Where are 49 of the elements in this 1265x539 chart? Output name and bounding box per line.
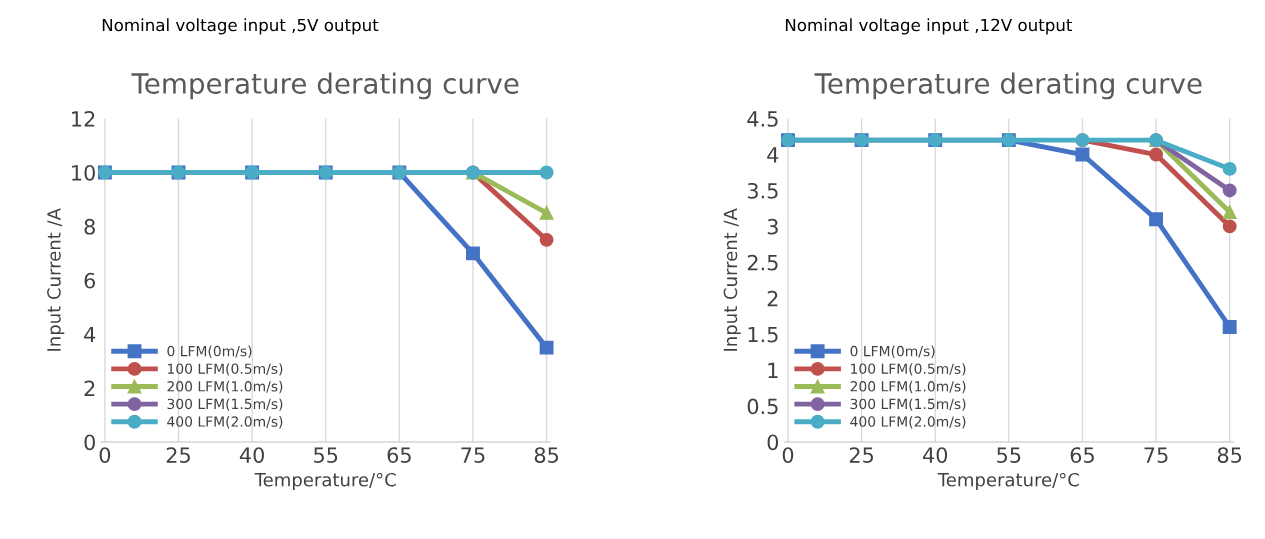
legend-label: 400 LFM(2.0m/s) <box>167 416 283 429</box>
legend-label: 400 LFM(2.0m/s) <box>850 416 966 429</box>
x-tick-label: 40 <box>922 447 948 463</box>
y-tick-label: 12 <box>72 111 95 127</box>
x-tick-label: 55 <box>997 447 1021 463</box>
x-tick-label: 65 <box>387 447 411 463</box>
legend-label: 100 LFM(0.5m/s) <box>851 363 966 376</box>
legend-label: 200 LFM(1.0m/s) <box>167 380 283 394</box>
y-tick-label: 8 <box>84 218 95 235</box>
y-tick-label: 2 <box>84 380 95 396</box>
x-tick-label: 25 <box>849 447 874 463</box>
x-tick-label: 25 <box>166 447 190 463</box>
y-tick-label: 0 <box>767 434 779 451</box>
y-tick-label: 3 <box>767 218 778 235</box>
legend-label: 300 LFM(1.5m/s) <box>167 398 283 411</box>
chart-title: Temperature derating curve <box>131 72 519 100</box>
y-axis-title: Input Current /A <box>723 208 741 351</box>
x-tick-label: 0 <box>99 447 111 463</box>
x-axis-title: Temperature/°C <box>937 472 1079 491</box>
x-tick-label: 75 <box>461 447 485 463</box>
y-tick-label: 10 <box>72 164 95 181</box>
y-tick-label: 2 <box>767 290 778 307</box>
x-axis-title: Temperature/°C <box>254 472 396 491</box>
y-tick-label: 2.5 <box>747 254 778 271</box>
x-tick-label: 55 <box>314 447 338 463</box>
y-tick-label: 1 <box>768 362 778 379</box>
x-tick-label: 40 <box>239 447 264 463</box>
x-tick-label: 0 <box>782 447 794 463</box>
chart-subtitle: Nominal voltage input ,12V output <box>785 18 1073 35</box>
y-tick-label: 3.5 <box>747 182 778 199</box>
legend-label: 100 LFM(0.5m/s) <box>168 363 283 376</box>
x-tick-label: 85 <box>534 447 559 463</box>
y-axis-title: Input Current /A <box>47 208 65 351</box>
y-tick-label: 0 <box>84 434 95 451</box>
legend-label: 0 LFM(0m/s) <box>167 345 252 358</box>
y-tick-label: 1.5 <box>748 326 778 343</box>
y-tick-label: 0.5 <box>747 398 778 415</box>
x-tick-label: 65 <box>1070 447 1094 463</box>
chart-subtitle: Nominal voltage input ,5V output <box>102 18 379 35</box>
legend-label: 0 LFM(0m/s) <box>850 345 935 358</box>
chart-title: Temperature derating curve <box>814 72 1202 100</box>
y-tick-label: 4.5 <box>747 111 778 127</box>
x-tick-label: 75 <box>1144 447 1168 463</box>
y-tick-label: 4 <box>767 147 779 163</box>
y-tick-label: 6 <box>84 272 96 289</box>
legend-label: 300 LFM(1.5m/s) <box>850 398 966 411</box>
legend-label: 200 LFM(1.0m/s) <box>850 380 966 394</box>
y-tick-label: 4 <box>84 326 96 343</box>
x-tick-label: 85 <box>1217 447 1242 463</box>
